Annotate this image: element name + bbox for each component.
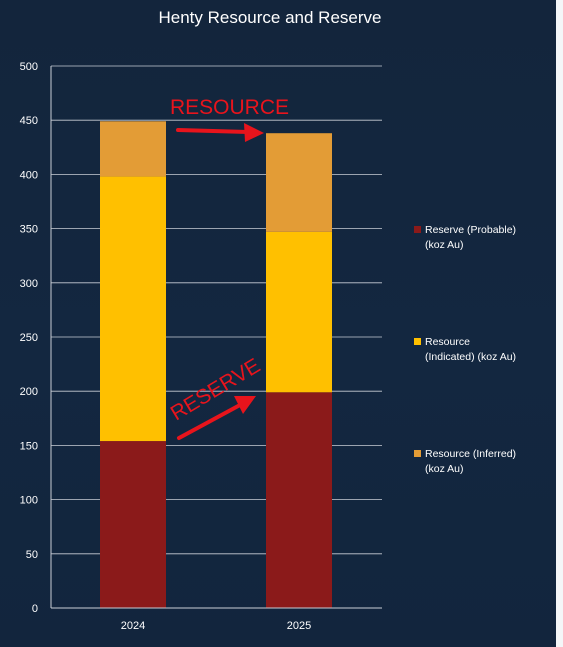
axes: 0 50 100 150 200 250 300 350 400 450 500 2024 2025 — [20, 61, 382, 632]
legend-label-line: Reserve (Probable) — [425, 224, 516, 236]
bar-segment — [100, 121, 166, 177]
legend-label: Resource (Inferred) (koz Au) — [425, 448, 516, 475]
bars — [100, 121, 332, 608]
bar-segment — [100, 441, 166, 608]
legend-label-line: (koz Au) — [425, 463, 464, 475]
y-tick-label: 0 — [32, 603, 38, 615]
annotation-reserve: RESERVE — [167, 354, 265, 425]
y-tick-label: 400 — [20, 169, 38, 181]
x-tick-label: 2025 — [287, 620, 311, 632]
y-tick-label: 50 — [26, 549, 38, 561]
y-tick-label: 350 — [20, 224, 38, 236]
y-tick-label: 200 — [20, 386, 38, 398]
bar-segment — [266, 392, 332, 608]
page-edge — [556, 0, 563, 647]
y-tick-label: 100 — [20, 495, 38, 507]
y-tick-label: 150 — [20, 440, 38, 452]
x-tick-label: 2024 — [121, 620, 145, 632]
arrow-reserve-shaft — [177, 403, 242, 440]
y-tick-label: 300 — [20, 278, 38, 290]
legend-swatch — [414, 338, 421, 345]
bar-segment — [266, 231, 332, 393]
arrow-resource-head — [244, 123, 264, 142]
legend-label: Reserve (Probable) (koz Au) — [425, 224, 516, 251]
legend-label: Resource (Indicated) (koz Au) — [425, 336, 516, 363]
chart-title: Henty Resource and Reserve — [158, 8, 381, 27]
arrow-resource-shaft — [176, 128, 250, 134]
y-tick-label: 450 — [20, 115, 38, 127]
legend-swatch — [414, 450, 421, 457]
legend-label-line: Resource — [425, 336, 470, 348]
arrow-reserve-head — [234, 396, 256, 414]
legend-swatch — [414, 226, 421, 233]
annotation-resource: RESOURCE — [170, 96, 289, 119]
legend-label-line: Resource (Inferred) — [425, 448, 516, 460]
bar-segment — [100, 176, 166, 442]
bar-segment — [266, 133, 332, 232]
legend: Reserve (Probable) (koz Au) Resource (Indic… — [414, 224, 516, 475]
legend-label-line: (Indicated) (koz Au) — [425, 351, 516, 363]
legend-label-line: (koz Au) — [425, 239, 464, 251]
y-tick-label: 500 — [20, 61, 38, 73]
y-tick-label: 250 — [20, 332, 38, 344]
